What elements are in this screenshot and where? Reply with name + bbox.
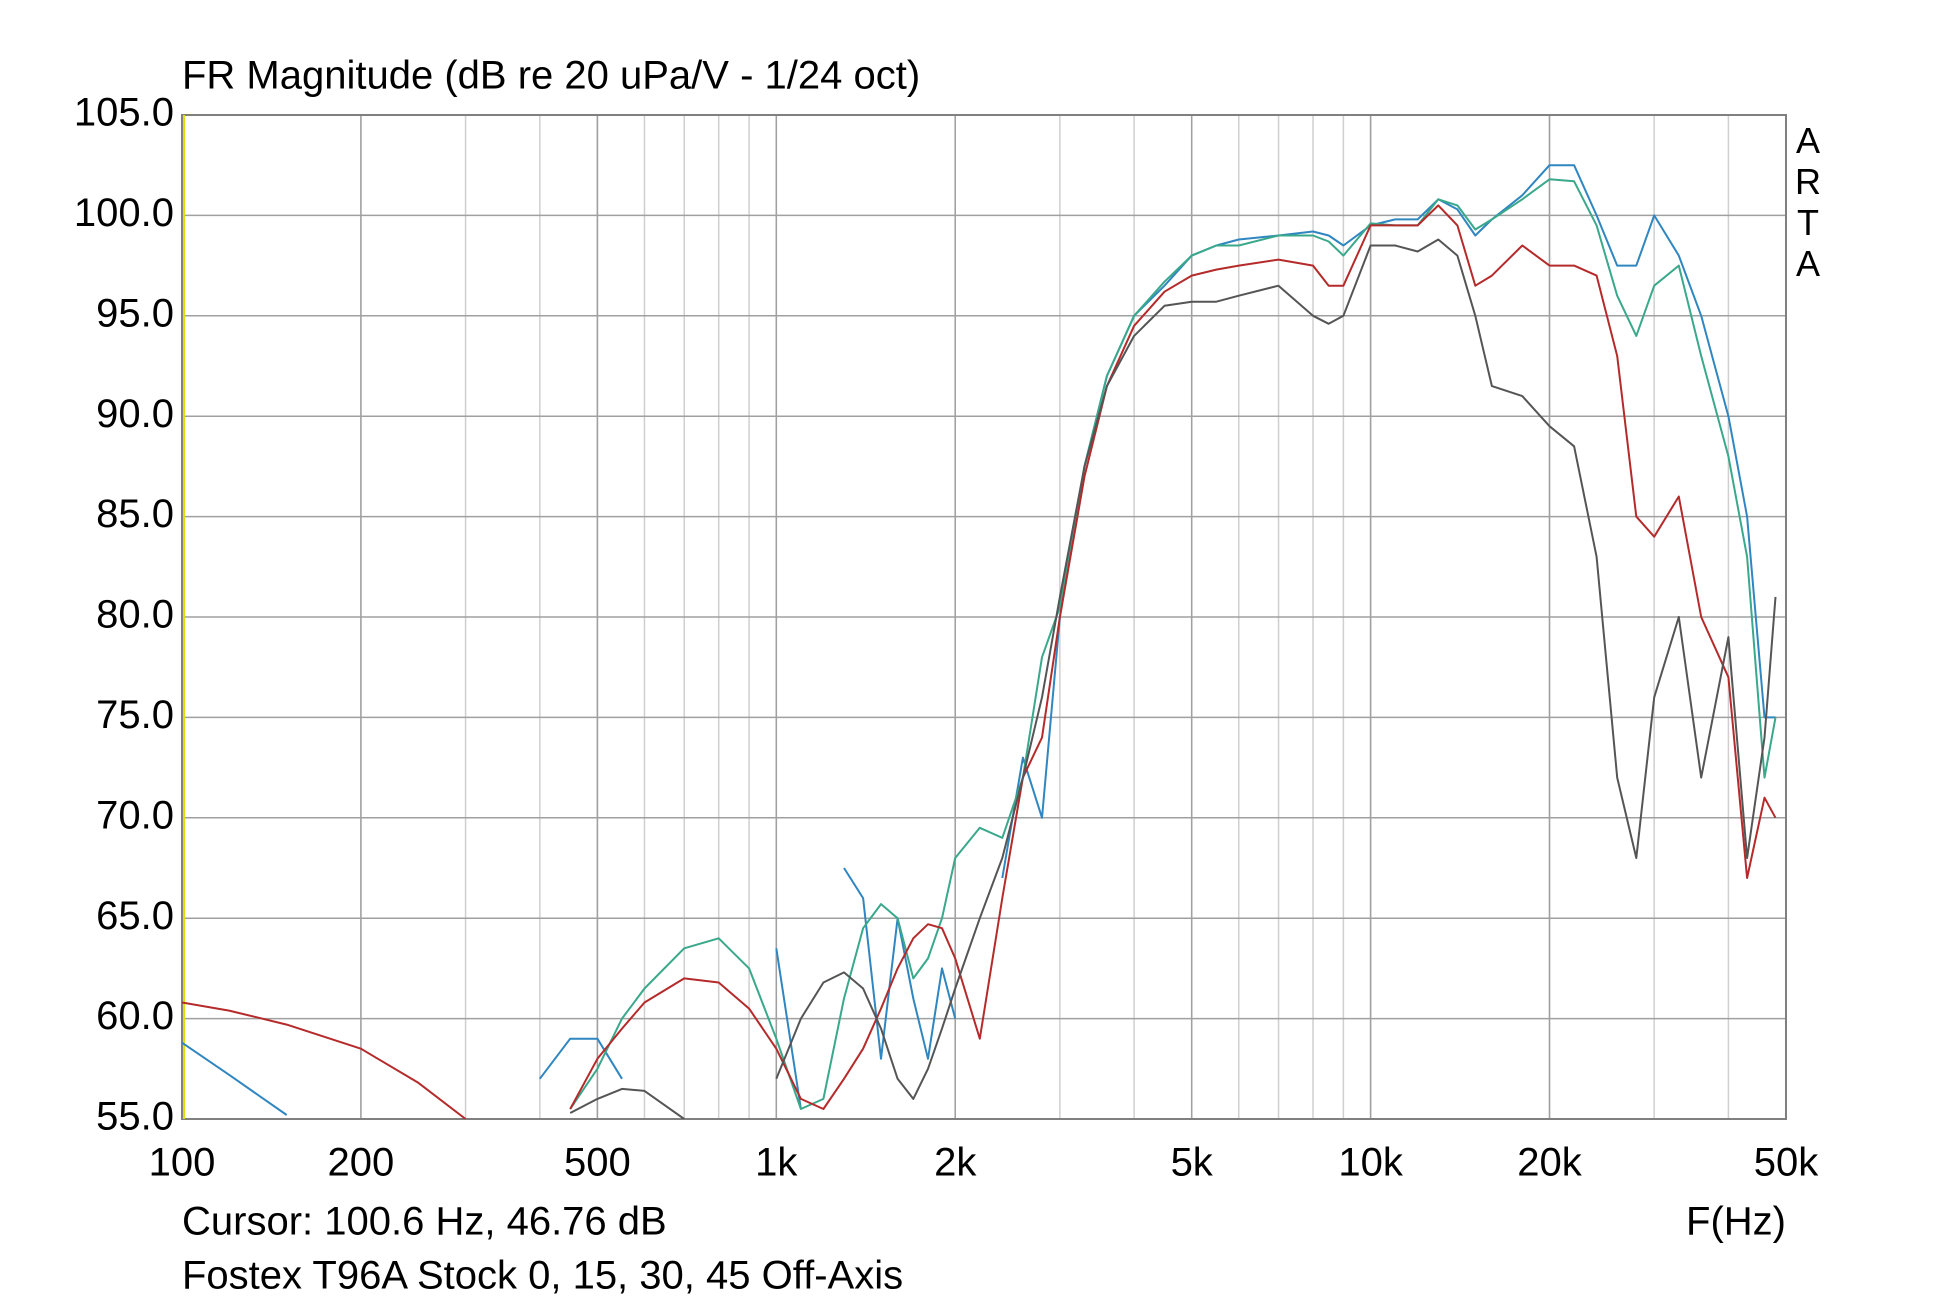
y-tick-label: 105.0 [74,91,174,135]
x-tick-label: 50k [1754,1141,1819,1185]
series-line [182,164,1776,1116]
x-tick-label: 5k [1171,1141,1214,1185]
x-tick-label: 1k [755,1141,798,1185]
x-axis-label: F(Hz) [1686,1200,1786,1244]
watermark: ARTA [1787,120,1828,284]
x-tick-label: 500 [564,1141,631,1185]
y-tick-label: 70.0 [96,793,174,837]
chart-title: FR Magnitude (dB re 20 uPa/V - 1/24 oct) [182,54,920,98]
series-line [182,204,1777,1119]
series-line [569,238,1777,1119]
plot-frame [181,114,1787,1120]
y-tick-label: 60.0 [96,994,174,1038]
y-tick-label: 55.0 [96,1095,174,1139]
y-tick-label: 65.0 [96,894,174,938]
x-tick-label: 200 [328,1141,395,1185]
y-tick-label: 85.0 [96,492,174,536]
cursor-readout: Cursor: 100.6 Hz, 46.76 dB [182,1200,667,1244]
x-tick-label: 100 [149,1141,216,1185]
y-tick-label: 80.0 [96,593,174,637]
x-tick-label: 10k [1338,1141,1403,1185]
y-tick-label: 75.0 [96,693,174,737]
x-tick-label: 2k [934,1141,977,1185]
series-line [569,178,1777,1110]
y-tick-label: 95.0 [96,291,174,335]
plot-area [182,164,1777,1119]
x-tick-label: 20k [1517,1141,1582,1185]
caption: Fostex T96A Stock 0, 15, 30, 45 Off-Axis [182,1254,903,1295]
y-tick-label: 100.0 [74,191,174,235]
y-tick-label: 90.0 [96,392,174,436]
